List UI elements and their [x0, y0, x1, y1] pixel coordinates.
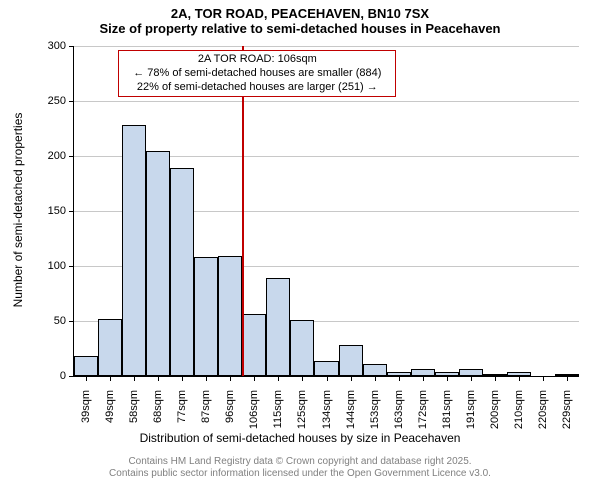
ytick-label: 250	[34, 95, 66, 107]
histogram-bar	[170, 168, 194, 376]
xtick-mark	[182, 376, 183, 381]
xtick-mark	[86, 376, 87, 381]
annotation-box: 2A TOR ROAD: 106sqm ← 78% of semi-detache…	[118, 50, 396, 97]
chart-title-line1: 2A, TOR ROAD, PEACEHAVEN, BN10 7SX	[0, 0, 600, 21]
ytick-mark	[69, 46, 74, 47]
histogram-bar	[74, 356, 98, 376]
ytick-mark	[69, 211, 74, 212]
anno-line3: 22% of semi-detached houses are larger (…	[137, 81, 378, 93]
xtick-mark	[543, 376, 544, 381]
xtick-mark	[447, 376, 448, 381]
xtick-mark	[399, 376, 400, 381]
xtick-mark	[302, 376, 303, 381]
anno-line1: 2A TOR ROAD: 106sqm	[198, 53, 317, 65]
ytick-label: 200	[34, 150, 66, 162]
xtick-mark	[471, 376, 472, 381]
gridline	[74, 101, 579, 102]
histogram-bar	[290, 320, 314, 376]
footer-line1: Contains HM Land Registry data © Crown c…	[128, 456, 471, 467]
ytick-mark	[69, 266, 74, 267]
attribution-footer: Contains HM Land Registry data © Crown c…	[0, 456, 600, 480]
ytick-label: 150	[34, 205, 66, 217]
plot-area: 05010015020025030039sqm49sqm58sqm68sqm77…	[73, 46, 579, 377]
ytick-label: 50	[34, 315, 66, 327]
histogram-bar	[339, 345, 363, 376]
xtick-mark	[519, 376, 520, 381]
ytick-mark	[69, 156, 74, 157]
histogram-bar	[411, 369, 435, 376]
ytick-label: 0	[34, 370, 66, 382]
xtick-mark	[134, 376, 135, 381]
xtick-mark	[495, 376, 496, 381]
xtick-mark	[375, 376, 376, 381]
histogram-bar	[459, 369, 483, 376]
histogram-bar	[242, 314, 266, 376]
xtick-mark	[327, 376, 328, 381]
histogram-bar	[146, 151, 170, 377]
xtick-mark	[230, 376, 231, 381]
xtick-mark	[254, 376, 255, 381]
xtick-mark	[423, 376, 424, 381]
y-axis-label: Number of semi-detached properties	[11, 45, 25, 375]
ytick-mark	[69, 376, 74, 377]
histogram-bar	[314, 361, 338, 376]
histogram-bar	[98, 319, 122, 376]
xtick-mark	[351, 376, 352, 381]
xtick-mark	[278, 376, 279, 381]
x-axis-label: Distribution of semi-detached houses by …	[0, 431, 600, 445]
gridline	[74, 46, 579, 47]
histogram-bar	[122, 125, 146, 376]
histogram-bar	[194, 257, 218, 376]
histogram-bar	[266, 278, 290, 376]
footer-line2: Contains public sector information licen…	[109, 468, 491, 479]
chart-title-line2: Size of property relative to semi-detach…	[0, 21, 600, 40]
xtick-mark	[206, 376, 207, 381]
ytick-label: 300	[34, 40, 66, 52]
ytick-mark	[69, 101, 74, 102]
ytick-label: 100	[34, 260, 66, 272]
chart-container: 2A, TOR ROAD, PEACEHAVEN, BN10 7SX Size …	[0, 0, 600, 500]
histogram-bar	[218, 256, 242, 376]
histogram-bar	[363, 364, 387, 376]
ytick-mark	[69, 321, 74, 322]
xtick-mark	[158, 376, 159, 381]
xtick-mark	[110, 376, 111, 381]
anno-line2: ← 78% of semi-detached houses are smalle…	[133, 67, 381, 79]
xtick-mark	[567, 376, 568, 381]
